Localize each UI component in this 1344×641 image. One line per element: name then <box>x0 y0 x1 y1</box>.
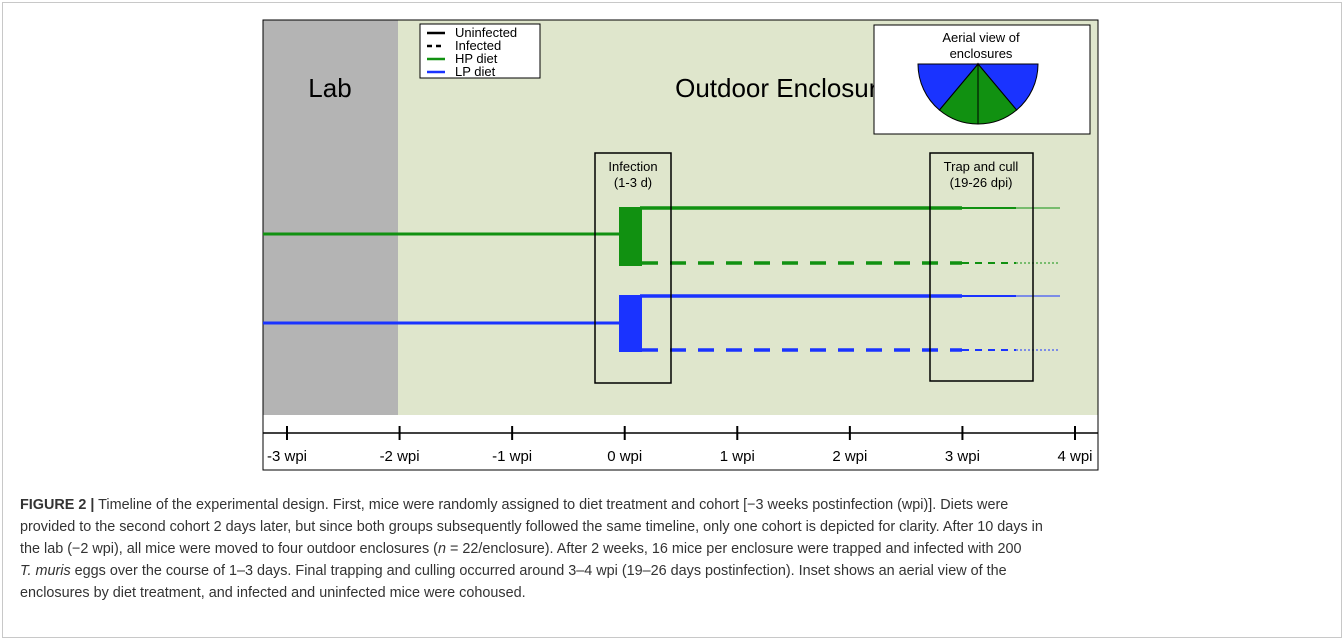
caption-text: Timeline of the experimental design. Fir… <box>98 497 1009 513</box>
legend-label: LP diet <box>455 64 496 79</box>
caption-line: provided to the second cohort 2 days lat… <box>20 516 1043 538</box>
infection-box <box>594 152 672 384</box>
caption-text: = 22/enclosure). After 2 weeks, 16 mice … <box>445 541 1022 557</box>
caption-line: T. muris eggs over the course of 1–3 day… <box>20 560 1043 582</box>
legend-label: Infected <box>455 38 501 53</box>
tick-label: 3 wpi <box>945 448 980 465</box>
caption-line: the lab (−2 wpi), all mice were moved to… <box>20 538 1043 560</box>
caption-line: enclosures by diet treatment, and infect… <box>20 582 1043 604</box>
tick-label: 1 wpi <box>720 448 755 465</box>
caption-text: eggs over the course of 1–3 days. Final … <box>70 563 1007 579</box>
trap-label: Trap and cull <box>944 159 1019 174</box>
enclosure-sector <box>917 63 980 111</box>
enclosure-label: Outdoor Enclosures <box>675 73 905 103</box>
hp-timeline <box>263 206 1060 266</box>
caption-text: the lab (−2 wpi), all mice were moved to… <box>20 541 438 557</box>
trap-box <box>929 152 1034 382</box>
tick-label: 0 wpi <box>607 448 642 465</box>
trap-label: (19-26 dpi) <box>950 175 1013 190</box>
inset-title: enclosures <box>950 46 1013 61</box>
tick-label: -3 wpi <box>267 448 307 465</box>
caption-text: enclosures by diet treatment, and infect… <box>20 585 526 601</box>
caption-text: provided to the second cohort 2 days lat… <box>20 519 1043 535</box>
caption-line: FIGURE 2 | Timeline of the experimental … <box>20 494 1043 516</box>
legend-label: Uninfected <box>455 25 517 40</box>
tick-label: -2 wpi <box>380 448 420 465</box>
tick-label: 4 wpi <box>1057 448 1092 465</box>
lab-label: Lab <box>308 73 351 103</box>
figure-frame <box>262 19 1099 471</box>
legend-label: HP diet <box>455 51 498 66</box>
tick-label: -1 wpi <box>492 448 532 465</box>
inset-title: Aerial view of <box>942 30 1020 45</box>
caption-label: FIGURE 2 <box>20 497 87 513</box>
tick-label: 2 wpi <box>832 448 867 465</box>
caption-text: T. muris <box>20 563 71 579</box>
caption: FIGURE 2 | Timeline of the experimental … <box>20 494 1043 604</box>
infection-label: Infection <box>608 159 657 174</box>
caption-separator: | <box>90 497 95 513</box>
enclosure-sector <box>976 63 1039 111</box>
lp-timeline <box>263 294 1060 352</box>
caption-text: n <box>437 541 446 557</box>
infection-label: (1-3 d) <box>614 175 652 190</box>
lab-region <box>263 20 398 415</box>
